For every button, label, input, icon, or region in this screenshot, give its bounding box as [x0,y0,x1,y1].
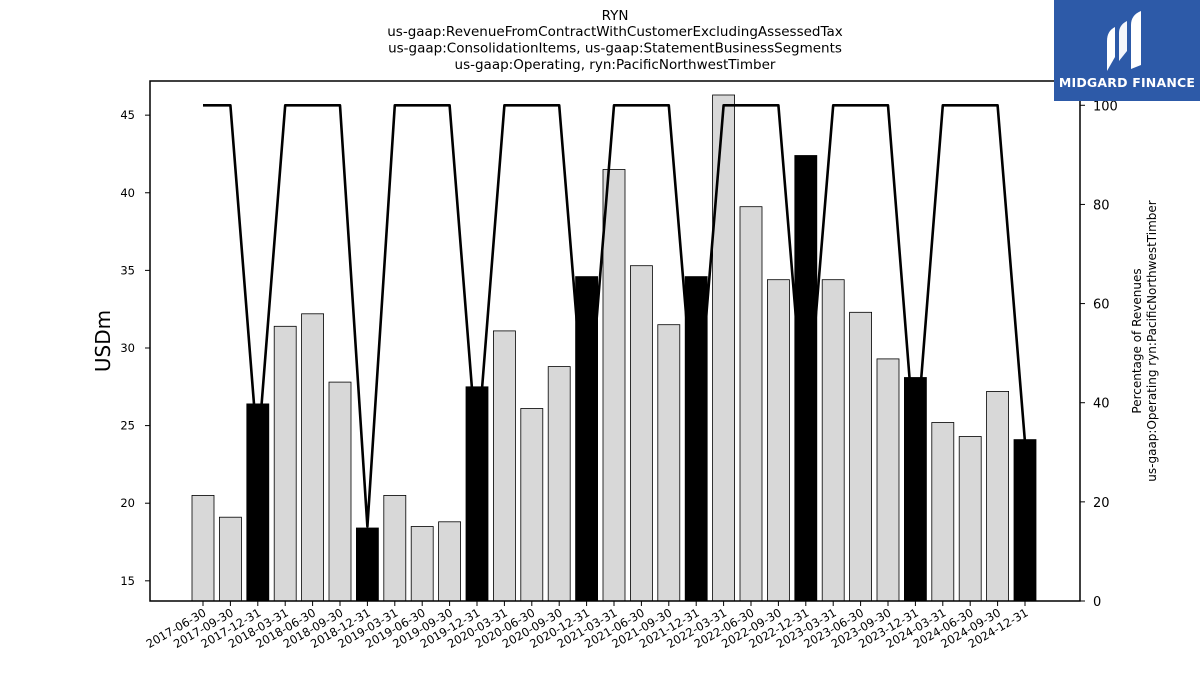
bar-2021-09-30 [657,324,681,602]
y2-tick-label-100: 100 [1093,99,1118,114]
y-tick-label-20: 20 [120,496,135,510]
y-tick-label-30: 30 [120,341,135,355]
chart-subtitle-1: us-gaap:RevenueFromContractWithCustomerE… [387,24,843,40]
y-axis-left: 15 20 25 30 35 40 45 [120,108,150,588]
y2-tick-label-0: 0 [1093,595,1101,610]
y-tick-label-45: 45 [120,108,135,122]
y-axis-label: USDm [91,310,115,372]
bar-2022-06-30 [739,206,763,602]
bar-2024-12-31 [1013,439,1037,602]
logo-mark-icon [1107,11,1141,71]
brand-logo: MIDGARD FINANCE [1054,0,1200,101]
y-tick-label-35: 35 [120,263,135,277]
y-tick-label-25: 25 [120,419,135,433]
bar-2020-06-30 [520,408,544,602]
bar-2023-12-31 [904,377,927,602]
bar-2023-09-30 [876,358,900,602]
bar-2021-06-30 [630,265,653,602]
bar-2021-03-31 [602,169,626,602]
chart-titles: RYN us-gaap:RevenueFromContractWithCusto… [387,8,843,73]
y-axis-right: 0 20 40 60 80 100 [1080,99,1118,610]
chart-subtitle-3: us-gaap:Operating, ryn:PacificNorthwestT… [455,57,776,73]
y-tick-label-15: 15 [120,574,135,588]
bar-2019-12-31 [465,386,489,602]
bar-2017-09-30 [218,516,242,602]
y2-tick-label-20: 20 [1093,496,1110,511]
bar-2019-06-30 [410,526,434,602]
bar-2023-06-30 [849,311,872,602]
brand-name: MIDGARD FINANCE [1058,75,1196,90]
bar-2023-03-31 [821,279,845,602]
bar-2021-12-31 [684,276,708,602]
bar-2022-03-31 [712,94,735,602]
line-layer [203,104,1027,528]
bar-2022-09-30 [767,279,790,602]
bar-2024-06-30 [958,436,982,602]
bar-2019-03-31 [383,494,407,602]
y2-axis-label-2: us-gaap:Operating ryn:PacificNorthwestTi… [1145,200,1159,482]
bar-2017-12-31 [246,403,270,602]
bar-2018-12-31 [355,527,379,602]
bar-2017-06-30 [191,494,215,602]
bar-layer [191,94,1037,602]
bar-2018-09-30 [328,381,352,602]
plot-frame [149,80,1081,602]
bar-2018-06-30 [301,313,325,602]
bar-2020-09-30 [547,366,571,602]
bar-2019-09-30 [438,521,462,602]
bar-2024-09-30 [986,390,1009,602]
bar-2020-03-31 [492,330,516,602]
chart-subtitle-2: us-gaap:ConsolidationItems, us-gaap:Stat… [388,41,842,57]
percentage-line [203,104,1027,528]
y-tick-label-40: 40 [120,186,135,200]
bar-2024-03-31 [931,422,955,602]
y2-tick-label-40: 40 [1093,397,1110,412]
bar-2022-12-31 [794,155,818,602]
bar-2018-03-31 [273,325,297,602]
x-axis: 2017-06-302017-09-302017-12-312018-03-31… [144,601,1031,651]
y2-axis-label-1: Percentage of Revenues [1130,268,1144,413]
chart-title: RYN [602,8,629,24]
y2-tick-label-80: 80 [1093,198,1110,213]
y2-tick-label-60: 60 [1093,298,1110,313]
